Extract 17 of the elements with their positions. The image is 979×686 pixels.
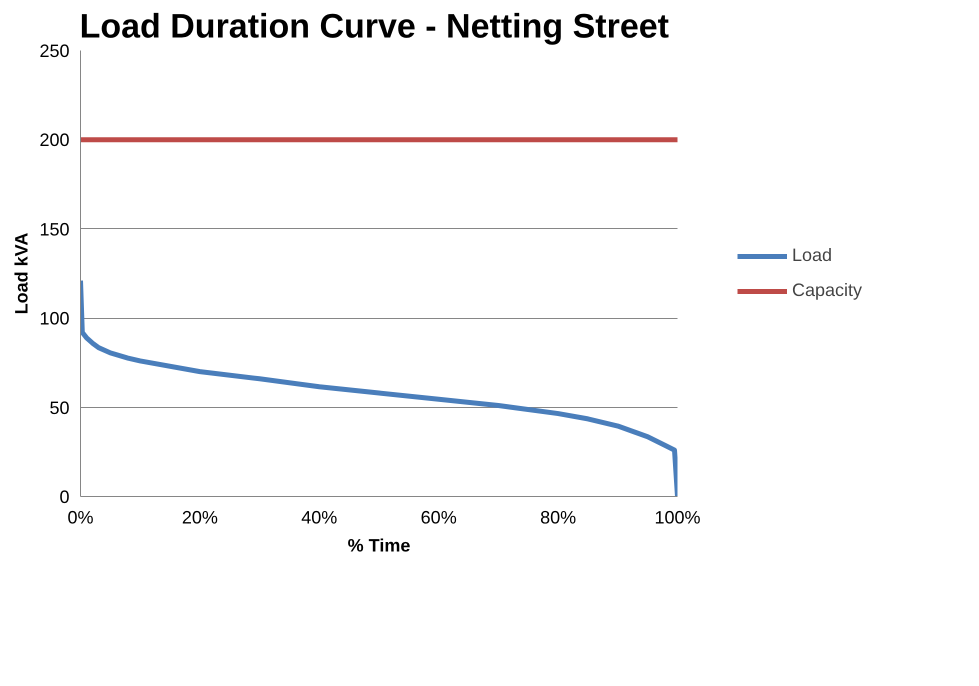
y-tick-label: 150 [39, 219, 70, 240]
legend-label: Load [792, 245, 832, 266]
y-tick-label: 50 [49, 398, 70, 418]
x-axis-title: % Time [348, 536, 410, 556]
x-tick-label: 60% [420, 508, 457, 528]
x-tick-label: 0% [67, 508, 94, 528]
x-tick-label: 80% [540, 508, 576, 528]
y-tick-label: 100 [39, 308, 70, 329]
legend-label: Capacity [792, 280, 862, 301]
y-tick-label: 200 [39, 130, 70, 150]
y-tick-label: 250 [39, 41, 70, 61]
x-tick-label: 40% [301, 508, 338, 528]
x-tick-label: 100% [654, 508, 701, 528]
chart-title: Load Duration Curve - Netting Street [80, 8, 669, 46]
y-axis-title: Load kVA [11, 232, 32, 314]
y-tick-label: 0 [59, 487, 70, 507]
x-tick-label: 20% [182, 508, 218, 528]
